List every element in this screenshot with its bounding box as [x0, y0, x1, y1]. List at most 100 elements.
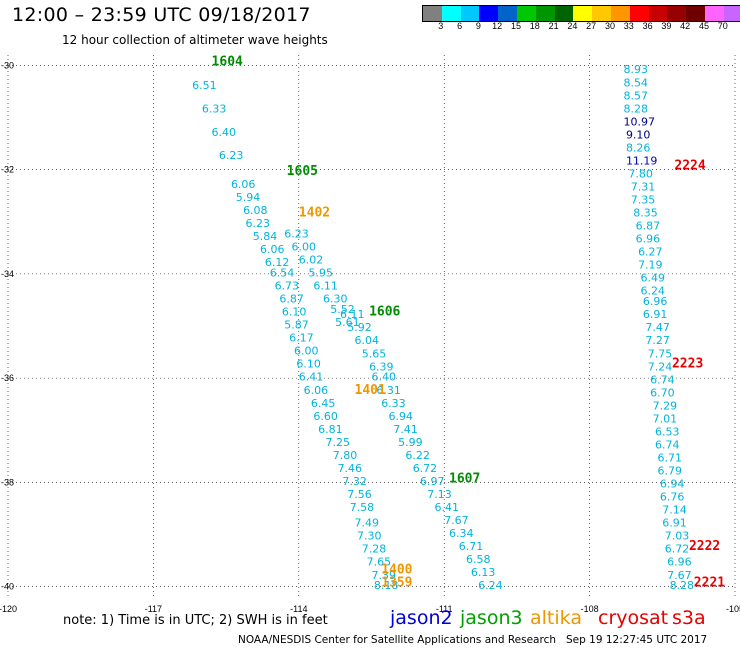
wave-height-value: 6.30: [323, 293, 348, 306]
wave-height-value: 6.33: [381, 397, 406, 410]
wave-height-value: 8.26: [626, 141, 651, 154]
lat-tick-label: -32: [1, 165, 14, 175]
wave-height-value: 5.61: [335, 316, 360, 329]
wave-height-value: 7.28: [362, 543, 387, 556]
wave-height-value: 6.04: [355, 334, 380, 347]
wave-height-value: 6.60: [313, 410, 338, 423]
wave-height-value: 6.81: [318, 423, 343, 436]
wave-height-value: 5.84: [253, 230, 277, 243]
wave-height-value: 6.76: [660, 491, 685, 504]
wave-height-value: 6.91: [643, 308, 668, 321]
color-swatch: [423, 6, 442, 21]
wave-height-value: 7.80: [628, 167, 653, 180]
color-scale-label: 15: [510, 21, 522, 31]
wave-height-value: 6.17: [289, 332, 314, 345]
wave-height-value: 7.27: [645, 334, 670, 347]
wave-height-value: 6.40: [372, 371, 397, 384]
wave-height-value: 5.87: [284, 319, 309, 332]
lat-tick-label: -40: [1, 582, 14, 592]
wave-height-value: 6.10: [282, 306, 307, 319]
wave-height-value: 7.32: [342, 475, 367, 488]
color-swatch: [667, 6, 687, 21]
wave-height-value: 6.33: [202, 102, 227, 115]
color-swatch: [479, 6, 499, 21]
legend-cryosat: cryosat: [598, 607, 669, 629]
color-swatch: [573, 6, 593, 21]
pass-time-label: 1359: [381, 576, 412, 591]
wave-height-value: 6.24: [478, 579, 503, 592]
wave-height-value: 7.80: [333, 449, 358, 462]
pass-time-label: 2224: [674, 159, 705, 174]
wave-height-value: 6.49: [640, 272, 665, 285]
wave-height-value: 11.19: [626, 154, 658, 167]
wave-height-value: 6.31: [376, 384, 401, 397]
lon-tick-label: -111: [436, 604, 453, 614]
lon-tick-label: -117: [145, 604, 162, 614]
wave-height-value: 6.96: [636, 233, 661, 246]
wave-height-value: 6.54: [270, 266, 295, 279]
pass-time-label: 1606: [369, 305, 400, 320]
wave-height-value: 5.94: [236, 191, 261, 204]
wave-height-value: 6.24: [640, 285, 665, 298]
wave-height-value: 8.28: [670, 579, 695, 592]
wave-height-value: 6.08: [243, 204, 268, 217]
color-swatch: [516, 6, 536, 21]
color-scale-label: 39: [661, 21, 672, 31]
color-swatch: [498, 6, 517, 21]
lat-tick-label: -34: [1, 269, 14, 279]
wave-height-value: 9.10: [626, 128, 651, 141]
wave-height-value: 7.58: [350, 501, 375, 514]
page-title: 12:00 – 23:59 UTC 09/18/2017: [12, 4, 311, 26]
lat-tick-label: -38: [1, 477, 14, 487]
pass-time-label: 1605: [287, 164, 318, 179]
color-swatch: [460, 6, 480, 21]
color-scale-label: 21: [548, 21, 559, 31]
wave-height-value: 10.97: [624, 115, 656, 128]
color-scale-label: 30: [604, 21, 616, 31]
wave-height-value: 6.06: [260, 243, 285, 256]
color-scale-label: 33: [623, 21, 634, 31]
wave-height-value: 6.06: [231, 178, 256, 191]
wave-height-value: 6.58: [466, 553, 491, 566]
pass-time-label: 2222: [689, 539, 720, 554]
wave-height-value: 8.54: [624, 76, 649, 89]
color-scale-label: 24: [567, 21, 578, 31]
wave-height-value: 7.47: [645, 321, 670, 334]
wave-height-value: 8.28: [624, 102, 649, 115]
pass-time-label: 1401: [355, 383, 386, 398]
color-scale-label: 3: [438, 21, 444, 31]
color-scale-label: 6: [457, 21, 463, 31]
wave-height-value: 6.22: [405, 449, 430, 462]
lon-tick-label: -114: [290, 604, 307, 614]
color-swatch: [610, 6, 630, 21]
wave-height-value: 6.91: [662, 517, 687, 530]
wave-height-value: 5.99: [398, 436, 423, 449]
pass-time-label: 1402: [299, 206, 330, 221]
color-scale-label: 9: [475, 21, 481, 31]
color-swatch: [535, 6, 555, 21]
wave-height-value: 7.03: [665, 530, 690, 543]
wave-height-value: 6.94: [388, 410, 413, 423]
footer-note: note: 1) Time is in UTC; 2) SWH is in fe…: [63, 613, 328, 628]
color-swatch: [629, 6, 649, 21]
wave-height-value: 7.41: [393, 423, 418, 436]
wave-height-value: 7.30: [357, 530, 382, 543]
color-swatch: [592, 6, 611, 21]
wave-height-value: 6.27: [638, 246, 663, 259]
wave-height-value: 6.72: [665, 543, 690, 556]
wave-height-value: 7.67: [444, 514, 469, 527]
wave-height-value: 7.29: [653, 399, 678, 412]
wave-height-value: 7.19: [638, 259, 663, 272]
lat-tick-label: -30: [1, 60, 14, 70]
wave-height-value: 6.10: [296, 358, 321, 371]
wave-height-value: 6.34: [449, 527, 474, 540]
lat-tick-label: -36: [1, 373, 14, 383]
wave-height-value: 5.65: [362, 347, 387, 360]
wave-height-value: 7.39: [372, 569, 397, 582]
wave-height-value: 6.87: [279, 293, 304, 306]
wave-height-value: 5.52: [330, 303, 355, 316]
wave-height-value: 5.92: [347, 321, 372, 334]
wave-height-value: 6.41: [299, 371, 324, 384]
